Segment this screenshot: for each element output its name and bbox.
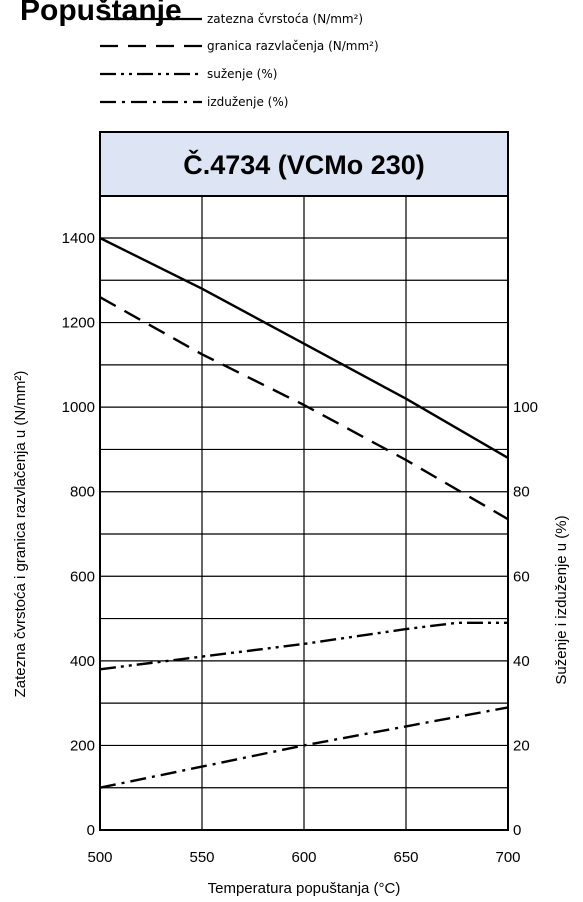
legend-label-1: zatezna čvrstoća (N/mm²) bbox=[207, 12, 363, 26]
legend-label-4: izduženje (%) bbox=[207, 95, 288, 109]
chart-title: Č.4734 (VCMo 230) bbox=[183, 149, 425, 180]
y-axis-label-left: Zatezna čvrstoća i granica razvlačenja u… bbox=[12, 371, 29, 698]
y-tick-label-right: 60 bbox=[513, 568, 530, 585]
y-tick-label-left: 1200 bbox=[62, 315, 95, 332]
series-line-1 bbox=[99, 236, 509, 459]
x-tick-label: 650 bbox=[393, 849, 418, 866]
y-tick-label-left: 1000 bbox=[62, 399, 95, 416]
grid bbox=[99, 195, 509, 831]
x-tick-label: 700 bbox=[495, 849, 520, 866]
y-axis-label-right: Suženje i izduženje u (%) bbox=[553, 515, 570, 684]
y-tick-label-right: 80 bbox=[513, 484, 530, 501]
y-tick-label-left: 200 bbox=[70, 737, 95, 754]
series-group bbox=[99, 236, 509, 789]
x-tick-label: 600 bbox=[291, 849, 316, 866]
y-tick-label-right: 20 bbox=[513, 737, 530, 754]
y-tick-label-left: 400 bbox=[70, 653, 95, 670]
legend: zatezna čvrstoća (N/mm²) granica razvlače… bbox=[100, 12, 379, 109]
y-tick-label-left: 600 bbox=[70, 568, 95, 585]
y-tick-label-right: 40 bbox=[513, 653, 530, 670]
series-line-4 bbox=[99, 706, 509, 789]
series-line-2 bbox=[99, 296, 509, 521]
x-axis-label: Temperatura popuštanja (°C) bbox=[208, 880, 401, 897]
legend-label-2: granica razvlačenja (N/mm²) bbox=[207, 39, 379, 53]
page-title: Popuštanje bbox=[20, 0, 182, 27]
y-tick-label-left: 800 bbox=[70, 484, 95, 501]
y-tick-label-left: 1400 bbox=[62, 230, 95, 247]
x-tick-label: 500 bbox=[87, 849, 112, 866]
y-tick-label-right: 0 bbox=[513, 822, 521, 839]
x-tick-label: 550 bbox=[189, 849, 214, 866]
ticks: 500 550 600 650 7000200400600800100012001400… bbox=[62, 230, 538, 866]
series-line-3 bbox=[99, 621, 508, 671]
y-tick-label-right: 100 bbox=[513, 399, 538, 416]
legend-label-3: suženje (%) bbox=[207, 67, 277, 81]
y-tick-label-left: 0 bbox=[87, 822, 95, 839]
